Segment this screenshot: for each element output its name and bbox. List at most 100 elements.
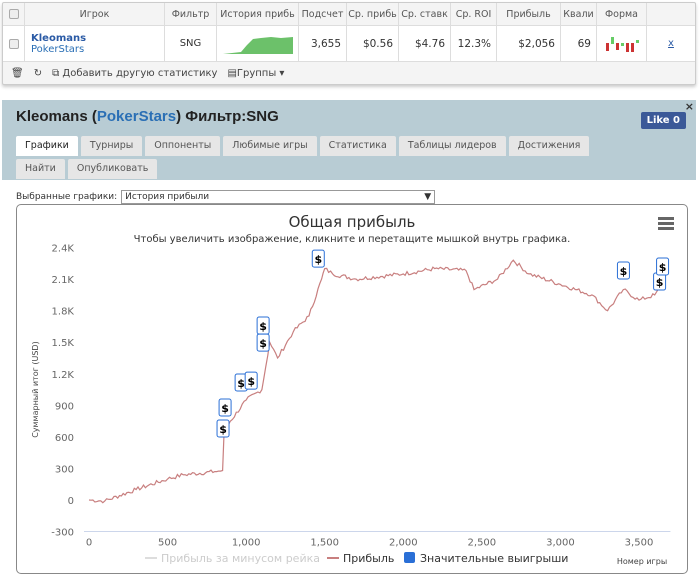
title-site-link[interactable]: PokerStars: [96, 108, 177, 125]
tab-7[interactable]: Найти: [16, 159, 65, 179]
col-profit[interactable]: Прибыль: [497, 3, 561, 25]
tab-0[interactable]: Графики: [16, 136, 78, 156]
refresh-icon[interactable]: ↻: [33, 67, 43, 79]
svg-text:$: $: [221, 402, 229, 415]
groups-label: Группы: [236, 67, 277, 79]
big-win-marker: $: [218, 398, 232, 417]
tab-8[interactable]: Опубликовать: [67, 159, 158, 179]
x-tick-label: 3,000: [546, 538, 575, 549]
player-panel: Kleomans (PokerStars) Фильтр:SNG Like 0 …: [2, 100, 696, 580]
y-tick-label: 300: [55, 464, 74, 475]
tab-bar: Графики Турниры Оппоненты Любимые игры Стати…: [16, 136, 616, 179]
y-tick-label: 1.8K: [52, 307, 75, 318]
col-player[interactable]: Игрок: [25, 3, 165, 25]
big-win-marker: $: [653, 272, 667, 291]
chart-title: Общая прибыль: [289, 213, 416, 231]
dropdown-arrow-icon: ▼: [424, 192, 432, 202]
big-win-marker: $: [616, 261, 630, 280]
profit-cell: $2,056: [497, 26, 561, 61]
profit-series-line: [88, 259, 664, 504]
col-rating[interactable]: Квали: [561, 3, 597, 25]
title-filter: Фильтр:SNG: [185, 108, 279, 125]
col-roi[interactable]: Ср. ROI: [451, 3, 497, 25]
avg-stake-cell: $4.76: [399, 26, 451, 61]
svg-text:$: $: [656, 276, 664, 289]
y-tick-label: 1.5K: [52, 338, 75, 349]
col-avg-profit[interactable]: Ср. прибь: [347, 3, 399, 25]
trash-icon[interactable]: 🗑: [11, 67, 24, 79]
groups-dropdown[interactable]: ▤Группы ▾: [227, 67, 285, 79]
legend-bigwins-swatch: [404, 552, 415, 563]
big-win-marker: $: [311, 249, 325, 268]
svg-text:$: $: [237, 377, 245, 390]
chart-subtitle: Чтобы увеличить изображение, кликните и …: [134, 234, 571, 245]
filter-cell: SNG: [165, 26, 217, 61]
chart-select[interactable]: История прибыли ▼: [121, 190, 436, 204]
table-header: Игрок Фильтр История прибь Подсчет Ср. п…: [3, 3, 695, 26]
col-filter[interactable]: Фильтр: [165, 3, 217, 25]
history-sparkline: [217, 26, 299, 61]
y-tick-label: 2.1K: [52, 275, 75, 286]
title-player: Kleomans: [16, 108, 88, 125]
col-avg-stake[interactable]: Ср. ставк: [399, 3, 451, 25]
svg-text:$: $: [259, 320, 267, 333]
legend-net-profit: Прибыль за минусом рейка: [161, 552, 320, 565]
legend-profit: Прибыль: [343, 552, 394, 565]
y-tick-label: 900: [55, 401, 74, 412]
col-form[interactable]: Форма: [597, 3, 647, 25]
y-tick-label: 0: [68, 496, 74, 507]
col-count[interactable]: Подсчет: [299, 3, 347, 25]
big-win-marker: $: [216, 419, 230, 438]
big-win-marker: $: [256, 316, 270, 335]
profit-chart[interactable]: Общая прибыль Чтобы увеличить изображение…: [16, 204, 688, 574]
x-tick-label: 2,000: [389, 538, 418, 549]
tab-6[interactable]: Достижения: [508, 136, 590, 156]
add-stat-button[interactable]: ⧉ Добавить другую статистику: [52, 67, 218, 79]
x-tick-label: 3,500: [625, 538, 654, 549]
y-tick-label: -300: [51, 528, 74, 539]
site-link[interactable]: PokerStars: [31, 43, 85, 55]
tab-1[interactable]: Турниры: [80, 136, 143, 156]
y-axis-label: Суммарный итог (USD): [31, 341, 40, 438]
select-all-checkbox[interactable]: [3, 3, 25, 25]
like-button[interactable]: Like 0: [640, 112, 686, 129]
x-tick-label: 1,500: [310, 538, 339, 549]
legend-big-wins: Значительные выигрыши: [420, 552, 568, 565]
close-panel-button[interactable]: ×: [684, 100, 694, 113]
chart-selector: Выбранные графики: История прибыли ▼: [16, 190, 436, 204]
chart-select-value: История прибыли: [125, 192, 210, 202]
tab-5[interactable]: Таблицы лидеров: [398, 136, 506, 156]
panel-title: Kleomans (PokerStars) Фильтр:SNG: [16, 108, 279, 125]
svg-text:$: $: [219, 423, 227, 436]
tab-2[interactable]: Оппоненты: [145, 136, 221, 156]
form-chart: [597, 26, 647, 61]
big-win-marker: $: [244, 371, 258, 390]
count-cell: 3,655: [299, 26, 347, 61]
big-win-marker: $: [656, 257, 670, 276]
y-tick-label: 600: [55, 433, 74, 444]
x-tick-label: 1,000: [232, 538, 261, 549]
stats-table: Игрок Фильтр История прибь Подсчет Ср. п…: [2, 2, 696, 85]
svg-text:$: $: [659, 261, 667, 274]
x-tick-label: 2,500: [468, 538, 497, 549]
svg-text:$: $: [314, 253, 322, 266]
svg-text:$: $: [247, 375, 255, 388]
rating-cell: 69: [561, 26, 597, 61]
svg-text:$: $: [259, 337, 267, 350]
chart-selector-label: Выбранные графики:: [16, 192, 118, 202]
roi-cell: 12.3%: [451, 26, 497, 61]
x-tick-label: 500: [158, 538, 177, 549]
tab-3[interactable]: Любимые игры: [223, 136, 317, 156]
remove-row-button[interactable]: x: [647, 26, 695, 61]
table-row: Kleomans PokerStars SNG 3,655 $0.56 $4.7…: [3, 26, 695, 62]
table-toolbar: 🗑 ↻ ⧉ Добавить другую статистику ▤Группы…: [3, 62, 695, 84]
chart-menu-icon[interactable]: [658, 217, 674, 230]
avg-profit-cell: $0.56: [347, 26, 399, 61]
player-link[interactable]: Kleomans: [31, 32, 87, 44]
row-checkbox[interactable]: [3, 26, 25, 61]
big-win-marker: $: [256, 333, 270, 352]
add-stat-label: Добавить другую статистику: [62, 67, 218, 79]
tab-4[interactable]: Статистика: [319, 136, 396, 156]
col-history[interactable]: История прибь: [217, 3, 299, 25]
x-axis-label: Номер игры: [617, 557, 667, 566]
